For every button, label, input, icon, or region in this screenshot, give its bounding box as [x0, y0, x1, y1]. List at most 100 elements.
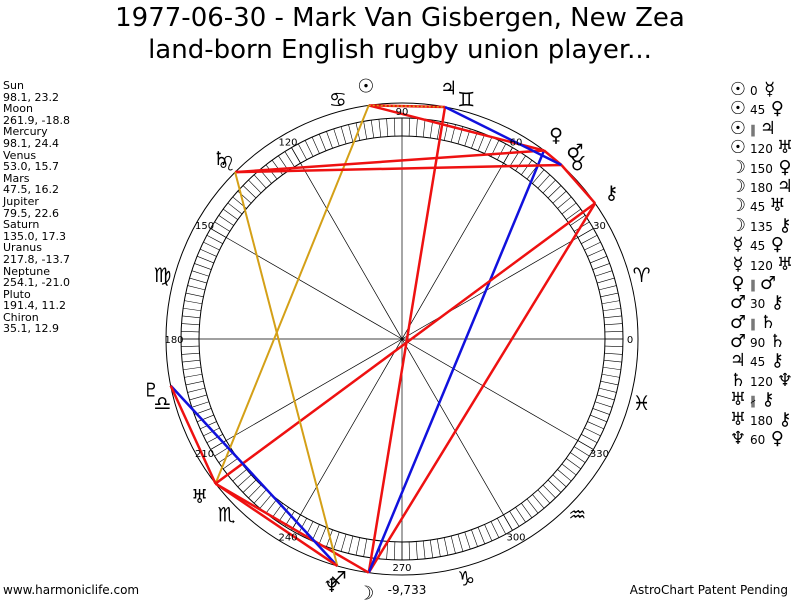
degree-label: 180: [164, 335, 183, 346]
aspect-line: [368, 104, 446, 108]
aspect-planet-b: ♅: [776, 253, 793, 275]
planet-position: 217.8, -13.7: [3, 252, 70, 266]
degree-tick: [552, 190, 567, 204]
aspect-planet-a: ☉: [729, 117, 747, 139]
aspect-planet-b: ⚷: [778, 408, 792, 430]
zodiac-sign-glyph: ♓: [633, 391, 651, 415]
planet-position: 254.1, -21.0: [3, 276, 70, 290]
planet-glyph: ☽: [357, 582, 374, 600]
degree-tick: [590, 255, 608, 264]
degree-tick: [597, 394, 615, 401]
aspect-line: [367, 202, 597, 574]
degree-tick: [601, 373, 620, 378]
degree-tick: [191, 401, 210, 408]
aspect-lines: [169, 104, 597, 574]
planet-name: Neptune: [3, 264, 51, 278]
planet-name: Mars: [3, 171, 30, 185]
aspect-planet-b: ⚷: [770, 292, 784, 314]
degree-tick: [477, 133, 486, 151]
zodiac-sign-glyph: ♉: [568, 152, 586, 176]
degree-tick: [370, 120, 375, 139]
degree-tick: [581, 434, 598, 444]
aspect-row: ☉ 45 ♀: [728, 98, 795, 120]
degree-tick: [600, 380, 619, 386]
aspect-line: [169, 385, 217, 485]
degree-tick: [573, 446, 590, 457]
planet-name: Chiron: [3, 310, 39, 324]
aspect-planet-a: ☽: [729, 195, 747, 217]
aspect-row: ☽ 135 ⚷: [728, 214, 795, 236]
degree-label: 120: [278, 138, 297, 149]
aspect-line: [235, 149, 545, 174]
degree-tick: [386, 118, 389, 137]
planet-position: 47.5, 16.2: [3, 183, 59, 197]
degree-tick: [598, 285, 617, 291]
degree-tick: [532, 169, 545, 184]
aspect-planet-a: ☽: [729, 156, 747, 178]
planet-name: Pluto: [3, 287, 31, 301]
degree-tick: [265, 498, 278, 514]
aspect-angle: 45: [750, 200, 766, 215]
footer-website: www.harmoniclife.com: [3, 583, 140, 597]
degree-tick: [297, 143, 307, 160]
aspect-line: [367, 150, 546, 574]
aspect-angle: 30: [750, 297, 766, 312]
degree-tick: [584, 241, 601, 251]
aspect-row: ♅ 180 ⚷: [728, 408, 795, 430]
degree-tick: [253, 489, 267, 504]
degree-tick: [415, 541, 418, 560]
degree-tick: [340, 126, 347, 144]
planet-glyph: ♃: [440, 77, 457, 99]
degree-tick: [603, 359, 622, 363]
aspect-planet-b: ⚷: [778, 214, 792, 236]
degree-tick: [581, 234, 598, 244]
degree-tick: [203, 427, 220, 437]
aspect-planet-a: ♅: [729, 389, 747, 411]
aspect-angle: ∥: [750, 316, 756, 331]
degree-tick: [566, 458, 581, 470]
degree-tick: [484, 136, 493, 154]
degree-tick: [304, 521, 314, 538]
degree-tick: [600, 292, 619, 298]
aspect-planet-b: ⚷: [761, 389, 775, 411]
planet-position: 53.0, 15.7: [3, 160, 59, 174]
aspect-list: ☉ 0 ☿ ☉ 45 ♀ ☉ ∥ ♃ ☉ 120 ♅ ☽ 150 ♀ ☽ 180 ♃ ☽ 45 ♅ ☽ 135 ⚷ ☿ 45 ♀ ☿ 1…: [728, 80, 795, 449]
degree-tick: [311, 136, 320, 154]
aspect-row: ♀ ∥ ♂: [728, 273, 795, 293]
degree-tick: [594, 401, 613, 408]
aspect-planet-a: ☉: [729, 98, 747, 120]
aspect-row: ♂ 90 ♄: [728, 331, 795, 353]
degree-tick: [348, 124, 354, 143]
aspect-planet-b: ♄: [769, 331, 786, 353]
outer-ring: [165, 102, 639, 576]
planet-position: 135.0, 17.3: [3, 229, 66, 243]
aspect-planet-b: ⚷: [770, 350, 784, 372]
degree-tick: [422, 540, 426, 559]
planet-position: 98.1, 23.2: [3, 90, 59, 104]
aspect-angle: ∥: [750, 122, 756, 137]
degree-tick: [592, 263, 610, 270]
degree-tick: [227, 202, 243, 215]
zodiac-sign-glyph: ♍: [153, 263, 171, 287]
planet-position: 35.1, 12.9: [3, 322, 59, 336]
degree-tick: [604, 345, 623, 348]
degree-labels: 0 30 60 90 120 150 180 210 240 270 300 330: [164, 107, 633, 574]
aspect-line: [444, 105, 562, 167]
degree-tick: [515, 155, 526, 171]
aspect-angle: 120: [750, 142, 773, 157]
planet-glyph: ⚷: [604, 182, 618, 204]
degree-tick: [232, 469, 247, 482]
degree-tick: [604, 352, 623, 355]
planet-position: 98.1, 24.4: [3, 136, 59, 150]
degree-tick: [598, 387, 617, 393]
aspect-angle: ∥: [750, 277, 756, 292]
degree-tick: [521, 503, 533, 518]
zodiac-sign-glyph: ♎: [153, 391, 171, 415]
degree-tick: [386, 541, 389, 560]
planet-name: Uranus: [3, 241, 42, 255]
degree-tick: [443, 537, 449, 556]
aspect-planet-a: ☽: [729, 214, 747, 236]
degree-tick: [429, 539, 434, 558]
aspect-planet-b: ♄: [759, 311, 777, 333]
degree-tick: [429, 120, 434, 139]
